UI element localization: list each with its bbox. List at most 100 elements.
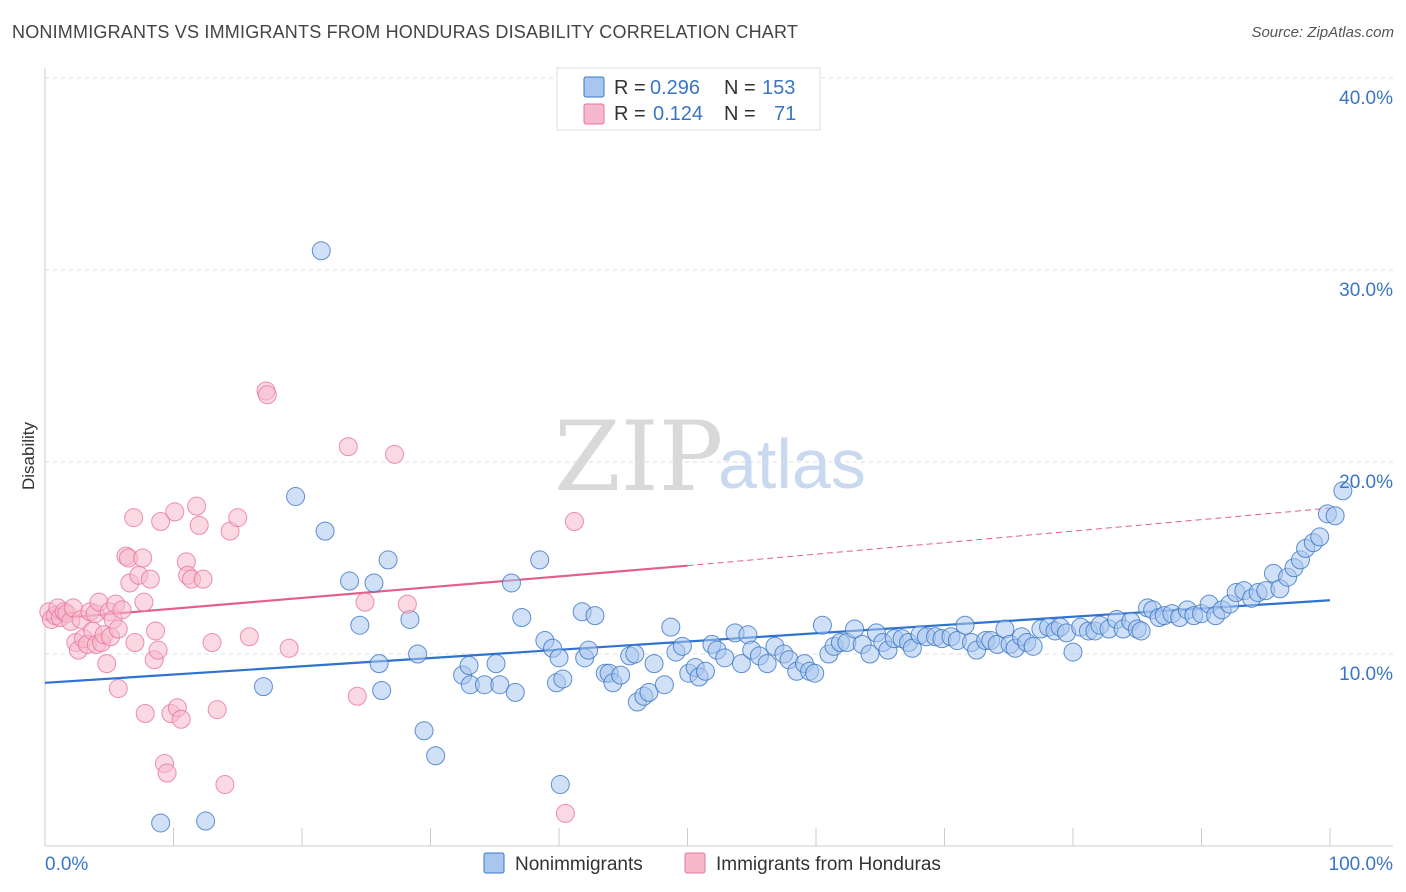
y-tick-label: 40.0% bbox=[1339, 88, 1393, 109]
point-honduras bbox=[97, 654, 117, 674]
point-nonimmigrants bbox=[286, 487, 306, 507]
point-nonimmigrants bbox=[1063, 642, 1083, 662]
point-honduras bbox=[564, 512, 584, 532]
point-honduras bbox=[133, 548, 153, 568]
point-honduras bbox=[193, 569, 213, 589]
y-tick-label: 10.0% bbox=[1339, 664, 1393, 685]
point-nonimmigrants bbox=[661, 617, 681, 637]
legend-n-label-2: N = bbox=[724, 103, 756, 125]
point-nonimmigrants bbox=[579, 640, 599, 660]
source-credit: Source: ZipAtlas.com bbox=[1251, 24, 1394, 41]
point-nonimmigrants bbox=[611, 665, 631, 685]
point-honduras bbox=[108, 679, 128, 699]
axes bbox=[44, 68, 1393, 847]
point-honduras bbox=[125, 632, 145, 652]
point-honduras bbox=[355, 592, 375, 612]
bottom-legend-swatch-pink bbox=[684, 852, 706, 874]
point-honduras bbox=[187, 496, 207, 516]
legend-r-value-1: 0.296 bbox=[650, 77, 700, 99]
point-nonimmigrants bbox=[350, 615, 370, 635]
point-honduras bbox=[146, 621, 166, 641]
watermark-atlas: atlas bbox=[718, 425, 866, 503]
point-honduras bbox=[555, 803, 575, 823]
point-nonimmigrants bbox=[490, 675, 510, 695]
watermark: ZIP atlas bbox=[554, 401, 866, 513]
point-nonimmigrants bbox=[644, 654, 664, 674]
point-honduras bbox=[165, 502, 185, 522]
legend-r-value-2: 0.124 bbox=[653, 103, 703, 125]
y-axis-title: Disability bbox=[19, 421, 38, 490]
point-honduras bbox=[112, 600, 132, 620]
point-nonimmigrants bbox=[654, 675, 674, 695]
point-nonimmigrants bbox=[757, 654, 777, 674]
grid-lines bbox=[45, 77, 1393, 655]
legend-swatch-blue bbox=[583, 76, 605, 98]
point-nonimmigrants bbox=[253, 677, 273, 697]
trend-line-honduras bbox=[44, 564, 688, 621]
point-honduras bbox=[140, 569, 160, 589]
point-honduras bbox=[135, 704, 155, 724]
legend-r-label-2: R = bbox=[614, 103, 646, 125]
point-honduras bbox=[108, 619, 128, 639]
point-nonimmigrants bbox=[369, 654, 389, 674]
point-nonimmigrants bbox=[501, 573, 521, 593]
point-honduras bbox=[239, 627, 259, 647]
legend-n-value-1: 153 bbox=[762, 77, 795, 99]
point-honduras bbox=[207, 700, 227, 720]
bottom-legend-label-nonimmigrants: Nonimmigrants bbox=[515, 854, 643, 875]
point-nonimmigrants bbox=[845, 619, 865, 639]
point-nonimmigrants bbox=[459, 656, 479, 676]
tick-labels: 10.0% 20.0% 30.0% 40.0% 0.0% 100.0% bbox=[45, 88, 1393, 875]
point-nonimmigrants bbox=[340, 571, 360, 591]
point-nonimmigrants bbox=[530, 550, 550, 570]
legend-n-label-1: N = bbox=[724, 77, 756, 99]
point-nonimmigrants bbox=[955, 615, 975, 635]
point-honduras bbox=[215, 775, 235, 795]
point-nonimmigrants bbox=[672, 636, 692, 656]
point-honduras bbox=[338, 437, 358, 457]
point-nonimmigrants bbox=[549, 648, 569, 668]
chart-title: NONIMMIGRANTS VS IMMIGRANTS FROM HONDURA… bbox=[12, 22, 799, 42]
point-nonimmigrants bbox=[1310, 527, 1330, 547]
point-honduras bbox=[171, 709, 191, 729]
point-nonimmigrants bbox=[315, 521, 335, 541]
point-nonimmigrants bbox=[1333, 481, 1353, 501]
point-honduras bbox=[347, 686, 367, 706]
point-nonimmigrants bbox=[1023, 636, 1043, 656]
point-nonimmigrants bbox=[414, 721, 434, 741]
point-nonimmigrants bbox=[812, 615, 832, 635]
trend-line-honduras-extension bbox=[687, 507, 1331, 567]
point-nonimmigrants bbox=[695, 661, 715, 681]
point-nonimmigrants bbox=[1325, 506, 1345, 526]
point-nonimmigrants bbox=[731, 654, 751, 674]
point-nonimmigrants bbox=[378, 550, 398, 570]
point-nonimmigrants bbox=[364, 573, 384, 593]
point-nonimmigrants bbox=[372, 680, 392, 700]
point-honduras bbox=[134, 592, 154, 612]
x-tick-label-max: 100.0% bbox=[1329, 854, 1394, 875]
legend-n-value-2: 71 bbox=[774, 103, 796, 125]
y-tick-label: 30.0% bbox=[1339, 280, 1393, 301]
point-honduras bbox=[385, 444, 405, 464]
point-nonimmigrants bbox=[639, 682, 659, 702]
point-honduras bbox=[257, 385, 277, 405]
point-nonimmigrants bbox=[196, 811, 216, 831]
point-honduras bbox=[397, 594, 417, 614]
point-honduras bbox=[151, 512, 171, 532]
point-nonimmigrants bbox=[486, 654, 506, 674]
point-nonimmigrants bbox=[550, 775, 570, 795]
point-nonimmigrants bbox=[311, 241, 331, 261]
point-honduras bbox=[189, 515, 209, 535]
point-nonimmigrants bbox=[1131, 621, 1151, 641]
y-tick-label: 20.0% bbox=[1339, 472, 1393, 493]
point-nonimmigrants bbox=[715, 648, 735, 668]
point-nonimmigrants bbox=[426, 746, 446, 766]
point-nonimmigrants bbox=[860, 644, 880, 664]
point-honduras bbox=[279, 638, 299, 658]
bottom-legend: Nonimmigrants Immigrants from Honduras bbox=[483, 852, 941, 875]
x-tick-label-min: 0.0% bbox=[45, 854, 88, 875]
point-nonimmigrants bbox=[625, 644, 645, 664]
bottom-legend-swatch-blue bbox=[483, 852, 505, 874]
legend-swatch-pink bbox=[583, 103, 605, 125]
